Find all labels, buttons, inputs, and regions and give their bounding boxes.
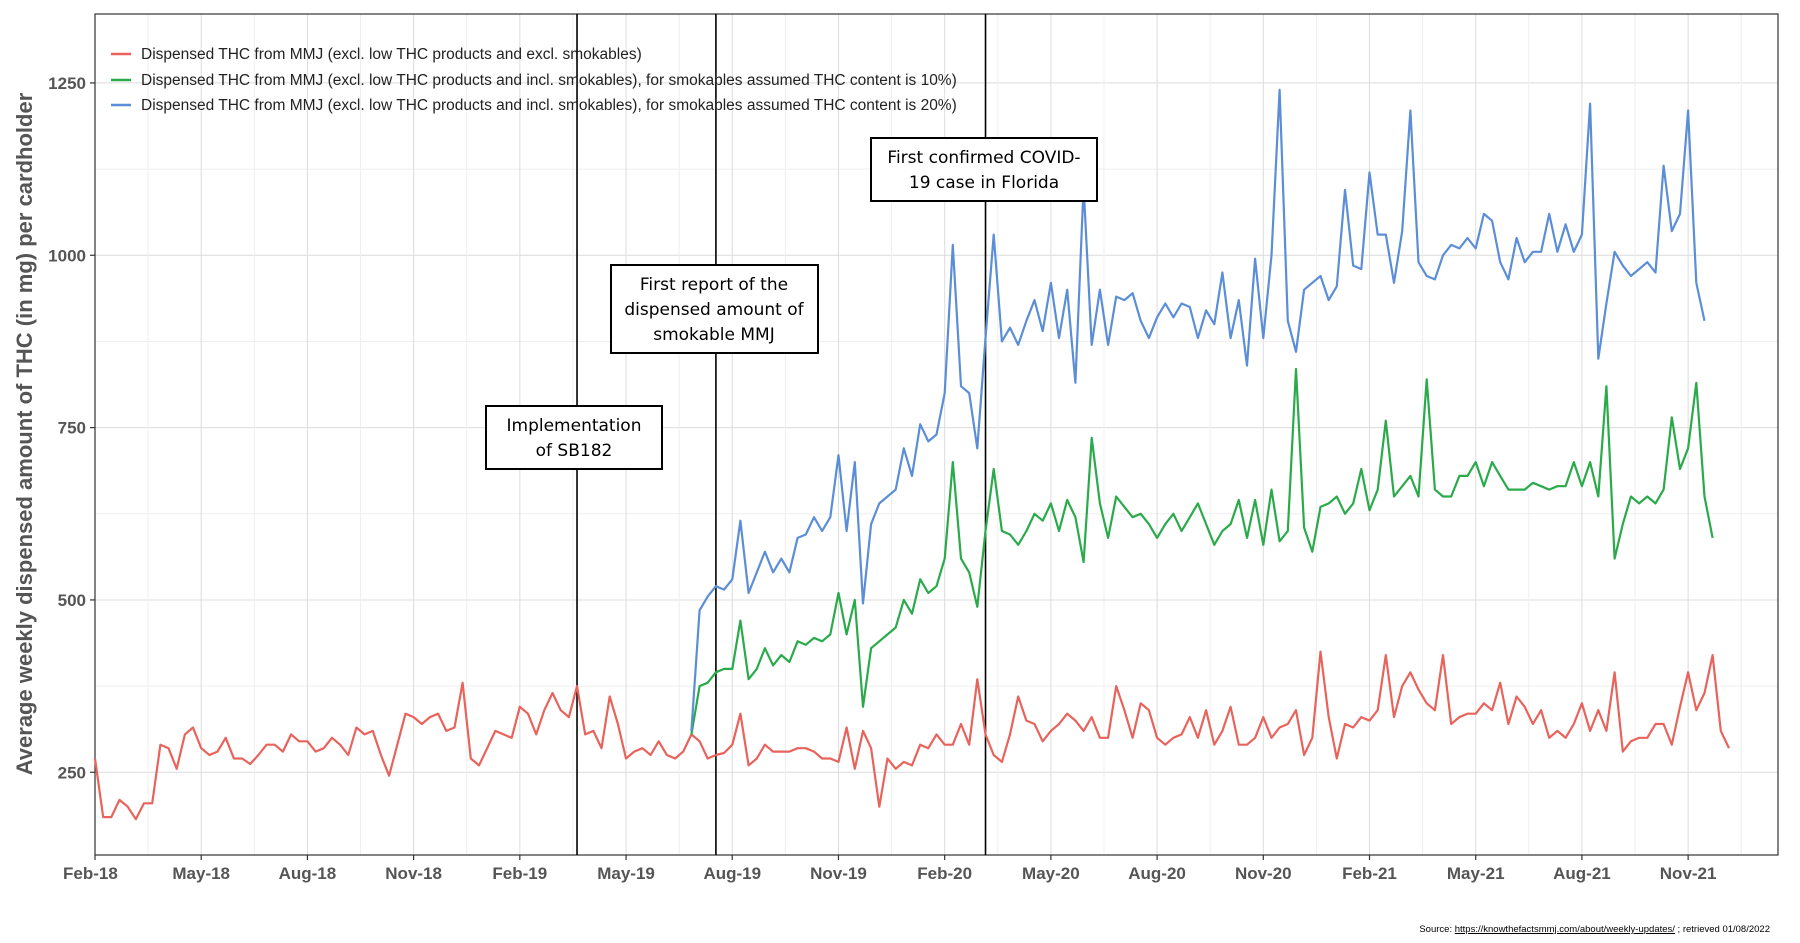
x-tick-label: May-18 — [172, 864, 230, 883]
annotation-line: First confirmed COVID- — [887, 148, 1080, 168]
annotation-covid: First confirmed COVID- 19 case in Florid… — [870, 137, 1098, 202]
source-link[interactable]: https://knowthefactsmmj.com/about/weekly… — [1454, 924, 1675, 935]
y-tick-label: 750 — [58, 419, 86, 438]
annotation-line: First report of the — [640, 275, 788, 295]
legend-label-red: Dispensed THC from MMJ (excl. low THC pr… — [141, 46, 642, 63]
x-tick-label: Nov-20 — [1235, 864, 1292, 883]
x-tick-label: May-21 — [1447, 864, 1505, 883]
annotation-box — [610, 264, 819, 354]
x-tick-label: Feb-20 — [917, 864, 972, 883]
y-tick-label: 1250 — [48, 74, 86, 93]
x-tick-label: Feb-18 — [63, 864, 118, 883]
legend-label-green: Dispensed THC from MMJ (excl. low THC pr… — [141, 72, 957, 89]
annotation-box — [485, 405, 663, 470]
annotation-sb182: Implementation of SB182 — [485, 405, 663, 470]
x-tick-label: May-19 — [597, 864, 655, 883]
x-tick-label: Feb-19 — [492, 864, 547, 883]
source-note: Source: https://knowthefactsmmj.com/abou… — [1419, 924, 1770, 935]
annotation-line: smokable MMJ — [653, 325, 775, 345]
x-tick-label: Nov-21 — [1660, 864, 1717, 883]
x-tick-label: Nov-19 — [810, 864, 867, 883]
series-line-green — [690, 367, 1714, 735]
x-tick-label: Feb-21 — [1342, 864, 1397, 883]
series-lines — [93, 88, 1730, 821]
legend-label-blue: Dispensed THC from MMJ (excl. low THC pr… — [141, 97, 957, 114]
annotation-smokable: First report of the dispensed amount of … — [610, 264, 819, 354]
plot-frame — [94, 13, 1779, 856]
annotation-line: 19 case in Florida — [909, 173, 1059, 193]
x-tick-label: May-20 — [1022, 864, 1080, 883]
legend: Dispensed THC from MMJ (excl. low THC pr… — [111, 46, 957, 114]
y-axis-ticks: 250 500 750 1000 1250 — [48, 74, 95, 782]
annotation-line: dispensed amount of — [624, 300, 804, 320]
source-prefix: Source: — [1419, 924, 1455, 935]
annotation-box — [870, 137, 1098, 202]
source-suffix: ; retrieved 01/08/2022 — [1674, 924, 1770, 935]
series-line-red — [93, 650, 1730, 821]
x-axis-ticks: Feb-18 May-18 Aug-18 Nov-18 Feb-19 May-19 Aug-… — [63, 855, 1716, 883]
x-tick-label: Aug-19 — [703, 864, 761, 883]
x-tick-label: Aug-21 — [1553, 864, 1611, 883]
x-tick-label: Aug-20 — [1128, 864, 1186, 883]
y-tick-label: 250 — [58, 763, 86, 782]
y-tick-label: 500 — [58, 591, 86, 610]
y-tick-label: 1000 — [48, 246, 86, 265]
annotation-line: of SB182 — [536, 441, 613, 461]
x-tick-label: Nov-18 — [385, 864, 442, 883]
y-axis-label: Average weekly dispensed amount of THC (… — [12, 92, 37, 775]
series-line-blue — [690, 88, 1706, 731]
x-tick-label: Aug-18 — [279, 864, 337, 883]
annotation-line: Implementation — [507, 416, 642, 436]
